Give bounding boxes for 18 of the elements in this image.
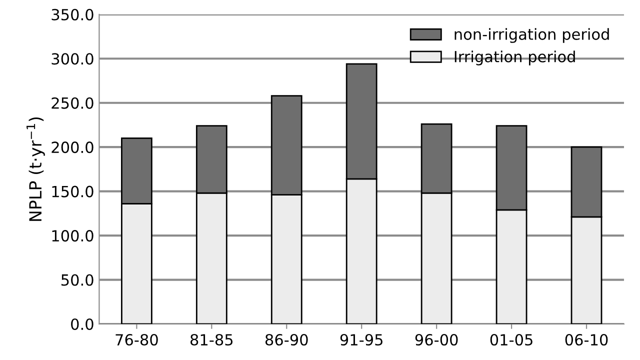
y-tick-label: 200.0 [52, 142, 94, 154]
y-tick-label: 350.0 [52, 8, 94, 20]
x-tick-label: 86-90 [265, 334, 308, 346]
x-tick-label: 06-10 [565, 334, 608, 346]
legend-label: non-irrigation period [454, 28, 609, 43]
x-tick-label: 01-05 [490, 334, 532, 346]
x-tick-label: 91-95 [340, 334, 382, 346]
x-tick-label: 76-80 [116, 334, 158, 346]
y-tick-label: 150.0 [52, 186, 94, 198]
y-tick-label: 50.0 [62, 274, 94, 286]
x-tick-label: 81-85 [190, 334, 233, 346]
legend-label: Irrigation period [454, 50, 575, 66]
y-tick-label: 100.0 [52, 230, 94, 242]
y-axis-title: NPLP (t·yr$^{−1}$) [26, 117, 45, 221]
y-tick-label: 0.0 [71, 318, 94, 330]
y-tick-label: 250.0 [52, 97, 94, 109]
x-tick-label: 96-00 [415, 334, 458, 346]
y-tick-label: 300.0 [52, 53, 94, 65]
